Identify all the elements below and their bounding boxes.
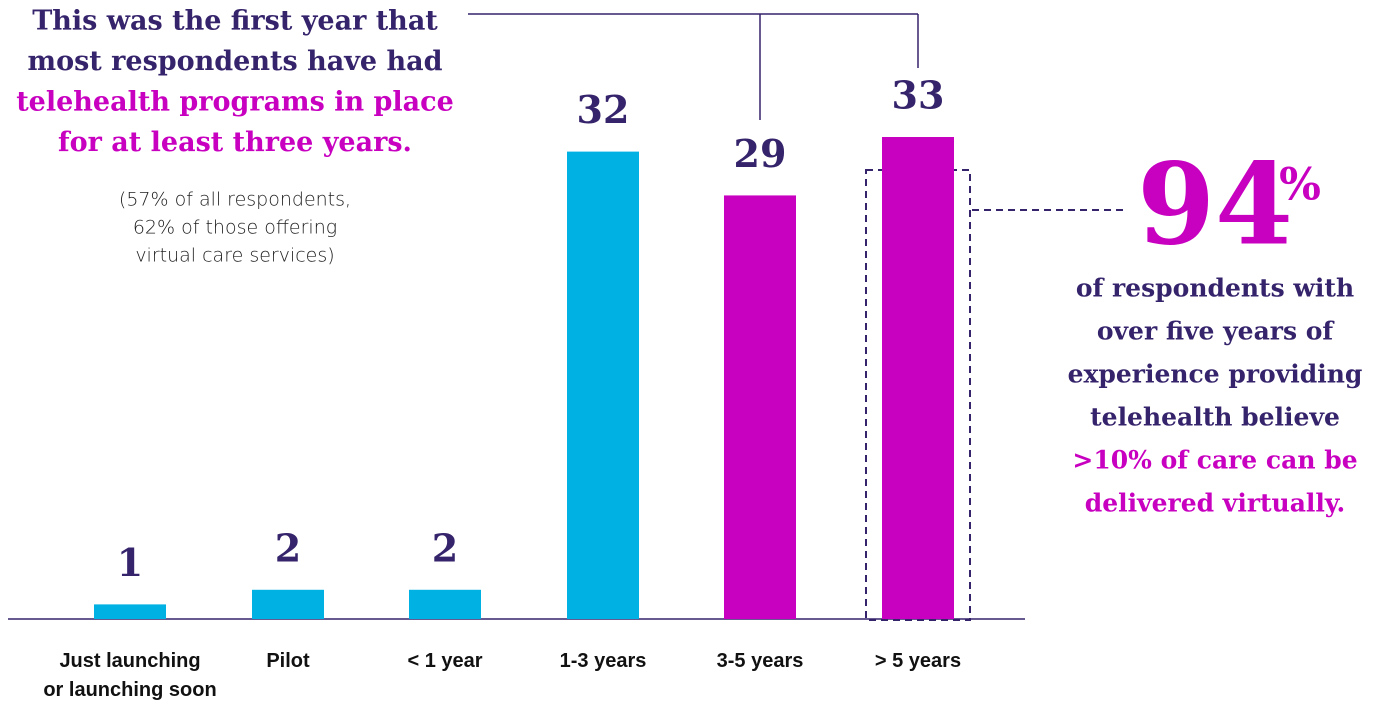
callout-highlight: delivered virtually. — [1085, 489, 1346, 518]
bar — [567, 151, 639, 619]
callout-text: of respondents with — [1076, 274, 1354, 303]
value-label: 1 — [117, 540, 143, 585]
headline: This was the first year that — [32, 6, 438, 37]
headline: most respondents have had — [28, 46, 443, 77]
value-label: 2 — [432, 525, 458, 570]
x-tick-label: < 1 year — [407, 650, 483, 672]
headline-highlight: telehealth programs in place — [16, 87, 454, 118]
bar — [94, 604, 166, 619]
value-label: 29 — [734, 131, 787, 176]
x-tick-label: 3-5 years — [716, 650, 804, 672]
bar — [252, 589, 324, 619]
x-tick-label: > 5 years — [874, 650, 962, 672]
bar — [882, 137, 954, 619]
bar — [724, 195, 796, 619]
callout-unit: % — [1279, 160, 1321, 211]
bar — [409, 589, 481, 619]
callout-text: experience providing — [1068, 360, 1363, 389]
callout-text: over five years of — [1097, 317, 1336, 346]
headline-note: (57% of all respondents, — [119, 189, 351, 211]
value-label: 2 — [275, 525, 301, 570]
callout-text: telehealth believe — [1090, 403, 1340, 432]
headline-highlight: for at least three years. — [58, 127, 412, 158]
callout-highlight: >10% of care can be — [1072, 446, 1357, 475]
headline-note: 62% of those offering — [133, 217, 337, 239]
x-tick-label: 1-3 years — [559, 650, 647, 672]
headline-note: virtual care services) — [135, 245, 334, 267]
x-tick-label: Just launching or launching soon — [43, 650, 217, 701]
value-label: 32 — [577, 87, 630, 132]
x-tick-label: Pilot — [266, 650, 310, 672]
callout-number: 94 — [1137, 139, 1293, 270]
value-label: 33 — [892, 73, 945, 118]
